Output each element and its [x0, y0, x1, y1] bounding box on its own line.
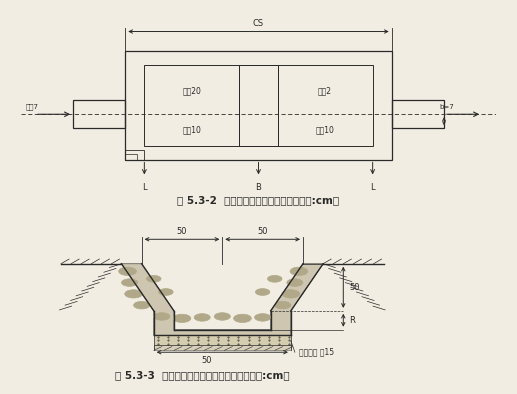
Polygon shape: [154, 345, 291, 350]
Circle shape: [159, 289, 173, 296]
Circle shape: [146, 275, 161, 282]
Text: 图 5.3-3  干砌石排水沟典型设计断面图（单位:cm）: 图 5.3-3 干砌石排水沟典型设计断面图（单位:cm）: [115, 370, 290, 381]
Bar: [278, 65, 373, 146]
Text: 图 5.3-2  干砌石沉砂池平面设计图（单位:cm）: 图 5.3-2 干砌石沉砂池平面设计图（单位:cm）: [177, 195, 340, 205]
Bar: [125, 51, 392, 160]
Circle shape: [255, 289, 270, 296]
Bar: [125, 154, 137, 160]
Polygon shape: [154, 335, 291, 345]
Text: 沉积10: 沉积10: [316, 126, 334, 134]
Circle shape: [254, 314, 271, 321]
Text: 砂砾垫层 厚15: 砂砾垫层 厚15: [299, 348, 334, 357]
Circle shape: [275, 301, 291, 309]
Text: CS: CS: [253, 19, 264, 28]
Text: 沉积10: 沉积10: [183, 126, 201, 134]
Circle shape: [121, 279, 138, 286]
Text: 沉积20: 沉积20: [183, 86, 201, 95]
Circle shape: [119, 267, 136, 275]
Text: 50: 50: [201, 356, 211, 365]
Text: 胶积2: 胶积2: [318, 86, 332, 95]
Circle shape: [287, 279, 303, 286]
Bar: [239, 65, 278, 146]
Bar: [144, 65, 239, 146]
Text: R: R: [349, 316, 355, 325]
Text: 50: 50: [177, 227, 187, 236]
Text: 50: 50: [257, 227, 268, 236]
Text: L: L: [370, 183, 375, 192]
Circle shape: [214, 313, 231, 320]
Circle shape: [290, 267, 308, 275]
Text: B: B: [255, 183, 262, 192]
Text: 沉沙7: 沉沙7: [25, 104, 38, 110]
Polygon shape: [121, 264, 323, 335]
Text: L: L: [142, 183, 147, 192]
Circle shape: [154, 313, 170, 320]
Circle shape: [133, 301, 150, 309]
Bar: [73, 100, 125, 128]
Circle shape: [234, 314, 251, 323]
Text: b=7: b=7: [439, 104, 454, 110]
Circle shape: [267, 275, 282, 282]
Circle shape: [282, 290, 300, 298]
Bar: [392, 100, 444, 128]
Circle shape: [125, 290, 143, 298]
Circle shape: [173, 314, 191, 323]
Circle shape: [194, 314, 210, 321]
Bar: [125, 150, 144, 160]
Text: 50: 50: [349, 283, 360, 292]
